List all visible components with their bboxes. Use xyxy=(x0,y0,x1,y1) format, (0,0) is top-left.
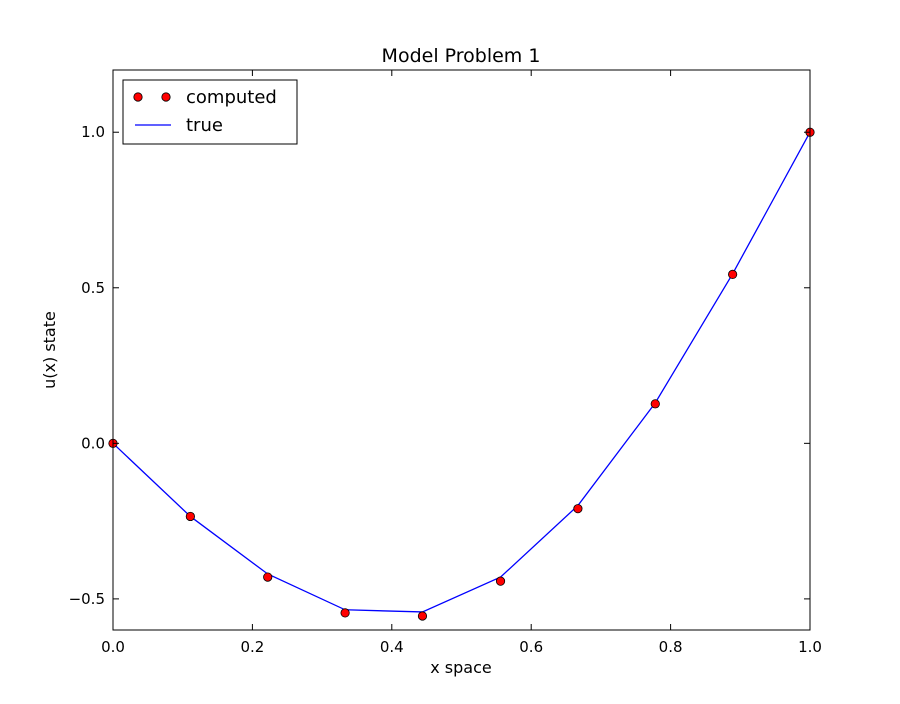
y-tick-label: 0.0 xyxy=(81,434,105,452)
series-line-true xyxy=(112,131,811,613)
x-axis-label: x space xyxy=(430,658,492,677)
data-point-computed xyxy=(417,611,428,621)
legend-marker-computed xyxy=(133,92,143,102)
x-tick-label: 0.0 xyxy=(101,638,125,656)
legend-label-true: true xyxy=(186,115,223,136)
plot-frame xyxy=(112,69,811,631)
x-tick-label: 0.8 xyxy=(659,638,683,656)
x-tick-label: 0.6 xyxy=(519,638,543,656)
legend: computed true xyxy=(122,79,298,145)
x-tick-label: 0.4 xyxy=(380,638,404,656)
data-point-computed xyxy=(650,399,660,409)
y-tick-label: 1.0 xyxy=(81,123,105,141)
x-tick-label: 0.2 xyxy=(240,638,264,656)
legend-box xyxy=(122,79,298,145)
chart-title: Model Problem 1 xyxy=(382,45,541,67)
y-axis-label: u(x) state xyxy=(40,311,59,389)
frame-layer xyxy=(112,69,811,631)
y-tick-label: −0.5 xyxy=(69,590,105,608)
y-tick-label: 0.5 xyxy=(81,279,105,297)
data-point-computed xyxy=(728,269,738,279)
legend-label-computed: computed xyxy=(186,87,277,108)
data-point-computed xyxy=(573,504,583,514)
data-point-computed xyxy=(263,572,273,582)
tick-layer: 0.0 0.2 0.4 0.6 0.8 1.0 −0.5 0.0 0.5 1.0 xyxy=(69,70,822,656)
data-point-computed xyxy=(495,576,506,586)
plot-layer xyxy=(108,127,815,621)
legend-marker-computed xyxy=(161,92,171,102)
data-point-computed xyxy=(185,511,195,522)
data-point-computed xyxy=(340,608,350,618)
x-tick-label: 1.0 xyxy=(798,638,822,656)
